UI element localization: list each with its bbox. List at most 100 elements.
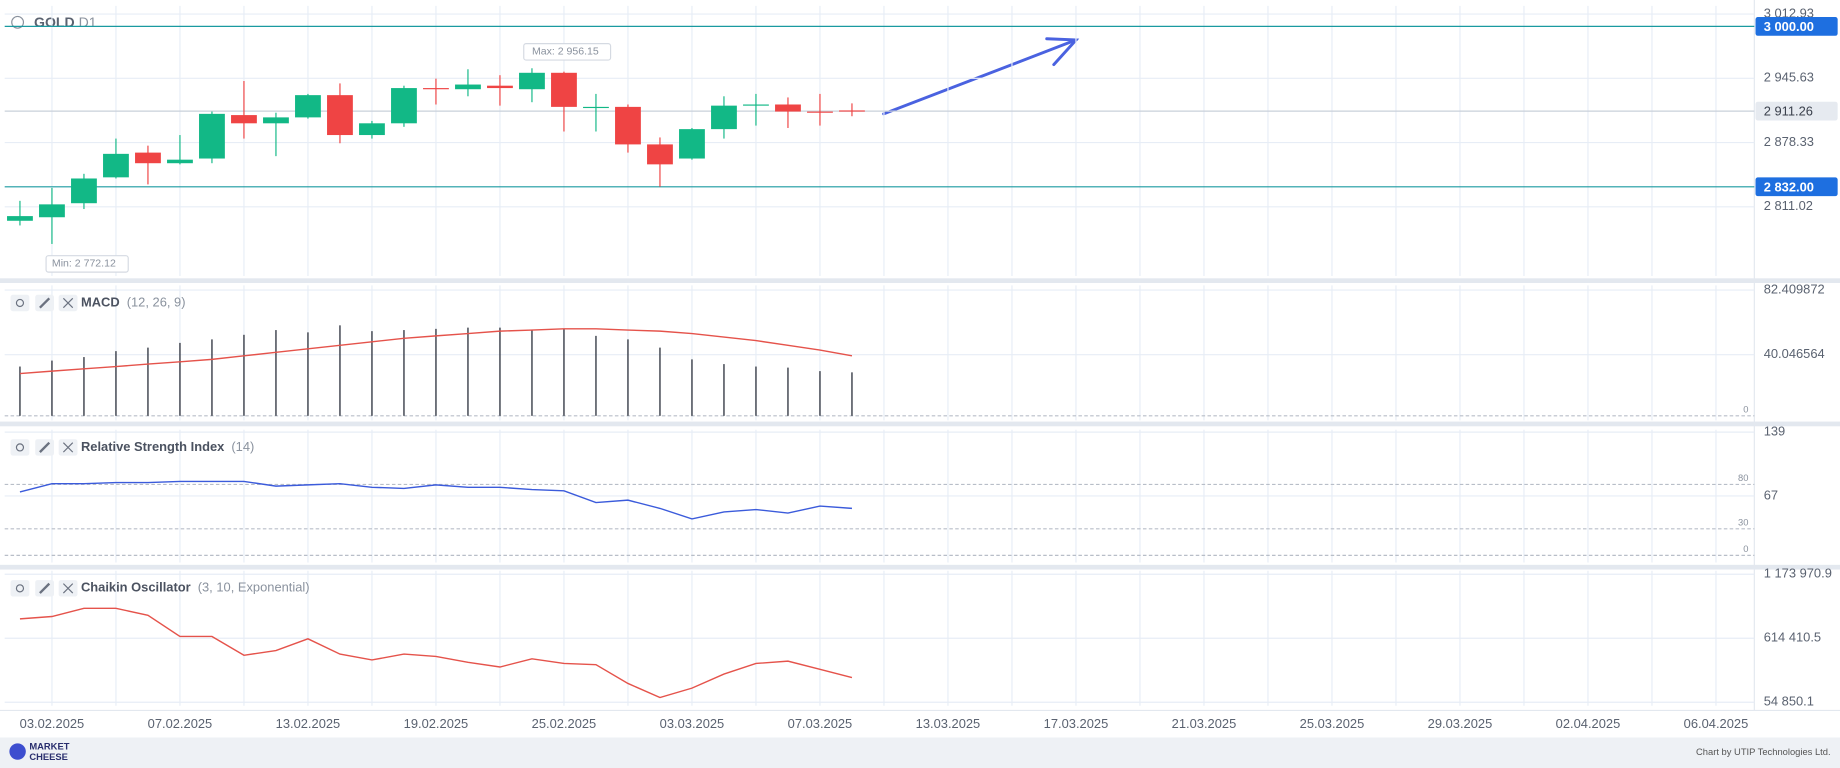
x-tick-label: 13.02.2025 bbox=[276, 716, 341, 731]
indicator-title: MACD bbox=[81, 294, 120, 309]
timeframe: D1 bbox=[79, 14, 97, 30]
close-icon bbox=[62, 583, 74, 594]
x-tick-label: 25.03.2025 bbox=[1300, 716, 1365, 731]
settings-icon bbox=[39, 441, 51, 453]
histogram-bar bbox=[435, 328, 437, 416]
eye-icon bbox=[15, 298, 25, 308]
candle-body bbox=[519, 72, 545, 90]
histogram-bar bbox=[371, 331, 373, 416]
symbol-title: GOLD bbox=[34, 14, 75, 30]
candle-body bbox=[679, 129, 705, 159]
x-tick-label: 06.04.2025 bbox=[1684, 716, 1749, 731]
histogram-bar bbox=[723, 364, 725, 416]
price-level-box bbox=[1755, 177, 1838, 197]
level-label: 80 bbox=[1738, 472, 1748, 483]
eye-button[interactable] bbox=[10, 294, 30, 312]
last-price-box bbox=[1755, 101, 1838, 121]
y-tick-label: 3 012.93 bbox=[1764, 5, 1814, 20]
y-tick-label: 54 850.1 bbox=[1764, 694, 1814, 709]
histogram-bar bbox=[19, 366, 21, 416]
y-tick-label: 82.409872 bbox=[1764, 281, 1825, 296]
candle-body bbox=[743, 104, 769, 106]
settings-icon bbox=[39, 297, 51, 309]
y-tick-label: 614 410.5 bbox=[1764, 630, 1821, 645]
histogram-bar bbox=[403, 330, 405, 416]
x-tick-label: 07.03.2025 bbox=[788, 716, 853, 731]
footer-bar bbox=[0, 737, 1840, 768]
histogram-bar bbox=[339, 325, 341, 416]
min-annotation: Min: 2 772.12 bbox=[52, 258, 116, 270]
histogram-bar bbox=[819, 371, 821, 416]
candle-body bbox=[327, 95, 353, 136]
candle-body bbox=[231, 115, 257, 124]
indicator-line bbox=[19, 607, 853, 699]
candle-body bbox=[775, 104, 801, 112]
eye-icon bbox=[15, 443, 25, 452]
logo-text: CHEESE bbox=[29, 751, 68, 762]
indicator-line bbox=[19, 328, 853, 375]
candle-body bbox=[487, 85, 513, 89]
arrow-shaft bbox=[882, 38, 1078, 116]
candle-body bbox=[583, 106, 609, 109]
eye-button[interactable] bbox=[10, 580, 30, 597]
last-price-label: 2 911.26 bbox=[1764, 104, 1813, 119]
x-tick-label: 03.03.2025 bbox=[660, 716, 725, 731]
histogram-bar bbox=[467, 327, 469, 416]
histogram-bar bbox=[691, 359, 693, 416]
level-label: 30 bbox=[1738, 516, 1748, 527]
y-tick-label: 67 bbox=[1764, 487, 1778, 502]
y-tick-label: 1 173 970.9 bbox=[1764, 566, 1832, 581]
info-icon[interactable] bbox=[11, 15, 25, 29]
candle-body bbox=[359, 123, 385, 136]
candle-body bbox=[167, 159, 193, 164]
histogram-bar bbox=[51, 360, 53, 416]
max-annotation: Max: 2 956.15 bbox=[532, 46, 599, 58]
eye-button[interactable] bbox=[10, 439, 30, 456]
histogram-bar bbox=[531, 330, 533, 416]
y-tick-label: 40.046564 bbox=[1764, 346, 1825, 361]
candle-body bbox=[455, 84, 481, 90]
price-level-label: 2 832.00 bbox=[1764, 179, 1814, 194]
max-annotation-box bbox=[523, 43, 612, 61]
logo: MARKET CHEESE bbox=[9, 740, 70, 762]
indicator-params: (12, 26, 9) bbox=[127, 294, 186, 309]
level-label: 0 bbox=[1743, 543, 1748, 554]
y-tick-label: 2 811.02 bbox=[1764, 198, 1813, 213]
histogram-bar bbox=[787, 367, 789, 416]
indicator-title: Relative Strength Index bbox=[81, 439, 225, 454]
x-tick-label: 07.02.2025 bbox=[148, 716, 213, 731]
y-tick-label: 139 bbox=[1764, 424, 1786, 439]
logo-icon bbox=[9, 743, 26, 760]
candle-body bbox=[647, 144, 673, 165]
settings-icon bbox=[39, 582, 51, 594]
indicator-params: (14) bbox=[231, 439, 254, 454]
histogram-bar bbox=[595, 335, 597, 416]
histogram-bar bbox=[755, 366, 757, 416]
histogram-bar bbox=[307, 332, 309, 416]
min-annotation-box bbox=[45, 255, 129, 273]
x-tick-label: 02.04.2025 bbox=[1556, 716, 1621, 731]
candle-body bbox=[103, 153, 129, 178]
candle-body bbox=[199, 113, 225, 159]
candle-body bbox=[551, 72, 577, 107]
histogram-bar bbox=[83, 357, 85, 416]
histogram-bar bbox=[275, 330, 277, 416]
candle-body bbox=[7, 216, 33, 221]
candle-body bbox=[39, 204, 65, 218]
panel-separator bbox=[0, 564, 1840, 570]
candle-body bbox=[295, 95, 321, 118]
x-tick-label: 29.03.2025 bbox=[1428, 716, 1493, 731]
x-tick-label: 03.02.2025 bbox=[20, 716, 85, 731]
histogram-bar bbox=[851, 372, 853, 416]
x-tick-label: 13.03.2025 bbox=[916, 716, 981, 731]
candle-body bbox=[839, 110, 865, 112]
x-tick-label: 17.03.2025 bbox=[1044, 716, 1109, 731]
close-icon bbox=[62, 297, 74, 309]
logo-text: MARKET bbox=[29, 740, 69, 751]
candle-body bbox=[711, 105, 737, 130]
candle-body bbox=[391, 88, 417, 124]
histogram-bar bbox=[627, 339, 629, 416]
y-tick-label: 2 878.33 bbox=[1764, 134, 1814, 149]
